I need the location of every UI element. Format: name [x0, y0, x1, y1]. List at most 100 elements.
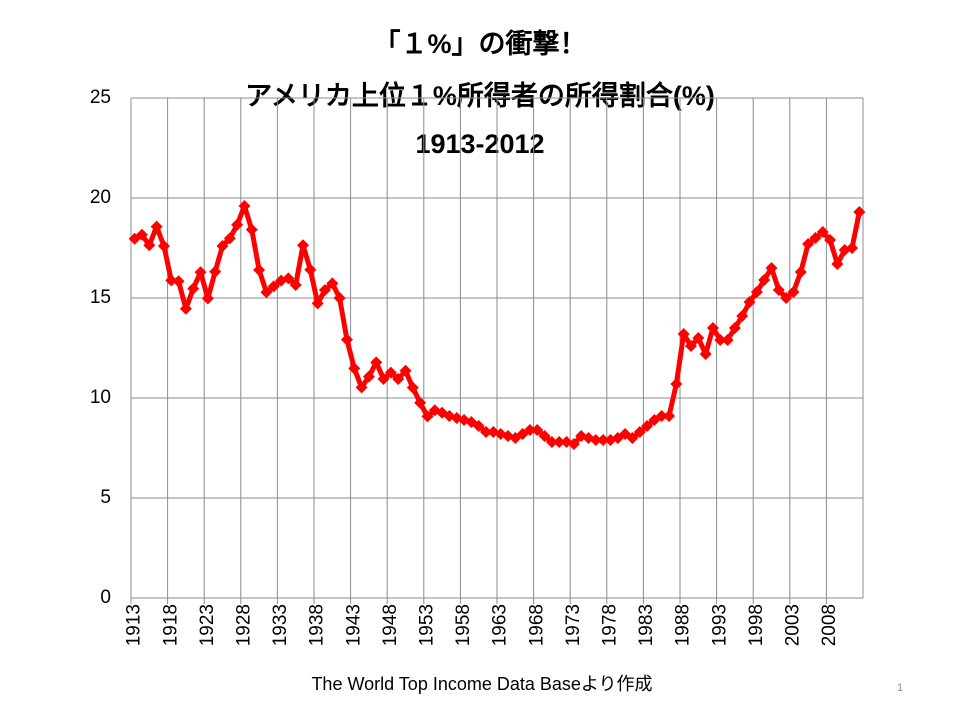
data-marker [238, 200, 251, 212]
data-marker [282, 272, 295, 285]
y-tick-label: 20 [90, 187, 111, 208]
data-marker [853, 206, 866, 218]
y-tick-label: 10 [90, 387, 111, 408]
data-marker [589, 434, 602, 446]
data-marker [326, 277, 339, 290]
data-marker [333, 292, 346, 304]
data-marker [187, 282, 200, 295]
x-tick-label: 1988 [673, 604, 694, 646]
data-marker [260, 286, 273, 299]
data-marker [780, 292, 793, 304]
data-marker [765, 262, 778, 274]
data-marker [406, 381, 419, 394]
data-marker [655, 410, 668, 422]
data-marker [297, 239, 310, 252]
chart-title: 「１%」の衝撃！ [373, 28, 586, 59]
x-tick-label: 1983 [636, 604, 657, 646]
x-tick-label: 1943 [343, 604, 364, 646]
data-marker [165, 274, 178, 287]
data-marker [340, 333, 353, 346]
data-marker [758, 274, 771, 286]
data-marker [743, 296, 756, 308]
data-marker [706, 322, 719, 334]
x-tick-label: 1948 [380, 604, 401, 646]
data-marker [421, 410, 434, 423]
data-marker [209, 265, 222, 278]
data-marker [231, 218, 244, 231]
data-marker [567, 438, 580, 450]
page-number: 1 [897, 682, 903, 694]
data-marker [802, 238, 815, 250]
x-tick-label: 1993 [709, 604, 730, 646]
x-tick-label: 1928 [233, 604, 254, 646]
x-tick-label: 1953 [416, 604, 437, 646]
data-marker [794, 266, 807, 278]
x-tick-label: 1958 [453, 604, 474, 646]
data-marker [201, 292, 214, 305]
source-note: The World Top Income Data Baseより作成 [311, 674, 652, 694]
data-marker [750, 286, 763, 298]
x-tick-label: 1998 [746, 604, 767, 646]
data-marker [545, 436, 558, 448]
data-marker [531, 424, 544, 436]
data-marker [143, 239, 156, 252]
data-marker [245, 223, 258, 236]
chart-title: 1913-2012 [415, 129, 544, 159]
data-marker [728, 322, 741, 334]
data-marker [267, 280, 280, 293]
data-marker [414, 396, 427, 409]
x-tick-label: 1978 [599, 604, 620, 646]
data-marker [370, 356, 383, 369]
data-marker [150, 220, 163, 233]
x-tick-label: 1933 [270, 604, 291, 646]
x-tick-label: 2008 [819, 604, 840, 646]
data-marker [179, 302, 192, 315]
data-marker [304, 263, 317, 276]
data-marker [157, 240, 170, 252]
x-tick-label: 1913 [124, 604, 145, 646]
y-tick-label: 5 [100, 487, 111, 508]
data-marker [714, 334, 727, 346]
data-marker [641, 420, 654, 432]
data-marker [472, 420, 485, 432]
data-marker [348, 362, 361, 375]
data-marker [399, 364, 412, 377]
data-marker [311, 297, 324, 310]
x-tick-label: 1968 [526, 604, 547, 646]
x-tick-label: 1923 [197, 604, 218, 646]
x-tick-label: 1973 [563, 604, 584, 646]
data-marker [670, 378, 683, 390]
x-tick-label: 1938 [307, 604, 328, 646]
data-marker [523, 424, 536, 436]
data-marker [824, 234, 837, 246]
data-marker [626, 432, 639, 444]
data-marker [677, 328, 690, 340]
data-marker [684, 340, 697, 352]
data-marker [480, 426, 493, 438]
x-tick-label: 1918 [160, 604, 181, 646]
data-marker [831, 258, 844, 270]
data-marker [816, 226, 829, 238]
data-marker [253, 264, 266, 276]
data-marker [692, 332, 705, 344]
y-tick-label: 25 [90, 87, 111, 108]
data-marker [362, 370, 375, 383]
data-marker [172, 275, 185, 288]
data-marker [846, 242, 859, 254]
x-tick-label: 1963 [490, 604, 511, 646]
data-marker [663, 410, 676, 422]
data-marker [223, 232, 236, 245]
data-marker [377, 373, 390, 385]
data-marker [216, 240, 229, 252]
data-marker [384, 366, 397, 379]
data-marker [538, 430, 551, 442]
x-tick-label: 2003 [782, 604, 803, 646]
data-marker [135, 228, 148, 241]
data-marker [318, 284, 331, 296]
data-marker [699, 348, 712, 360]
y-tick-label: 15 [90, 287, 111, 308]
data-marker [809, 232, 822, 244]
data-marker [194, 266, 207, 279]
data-marker [736, 310, 749, 322]
